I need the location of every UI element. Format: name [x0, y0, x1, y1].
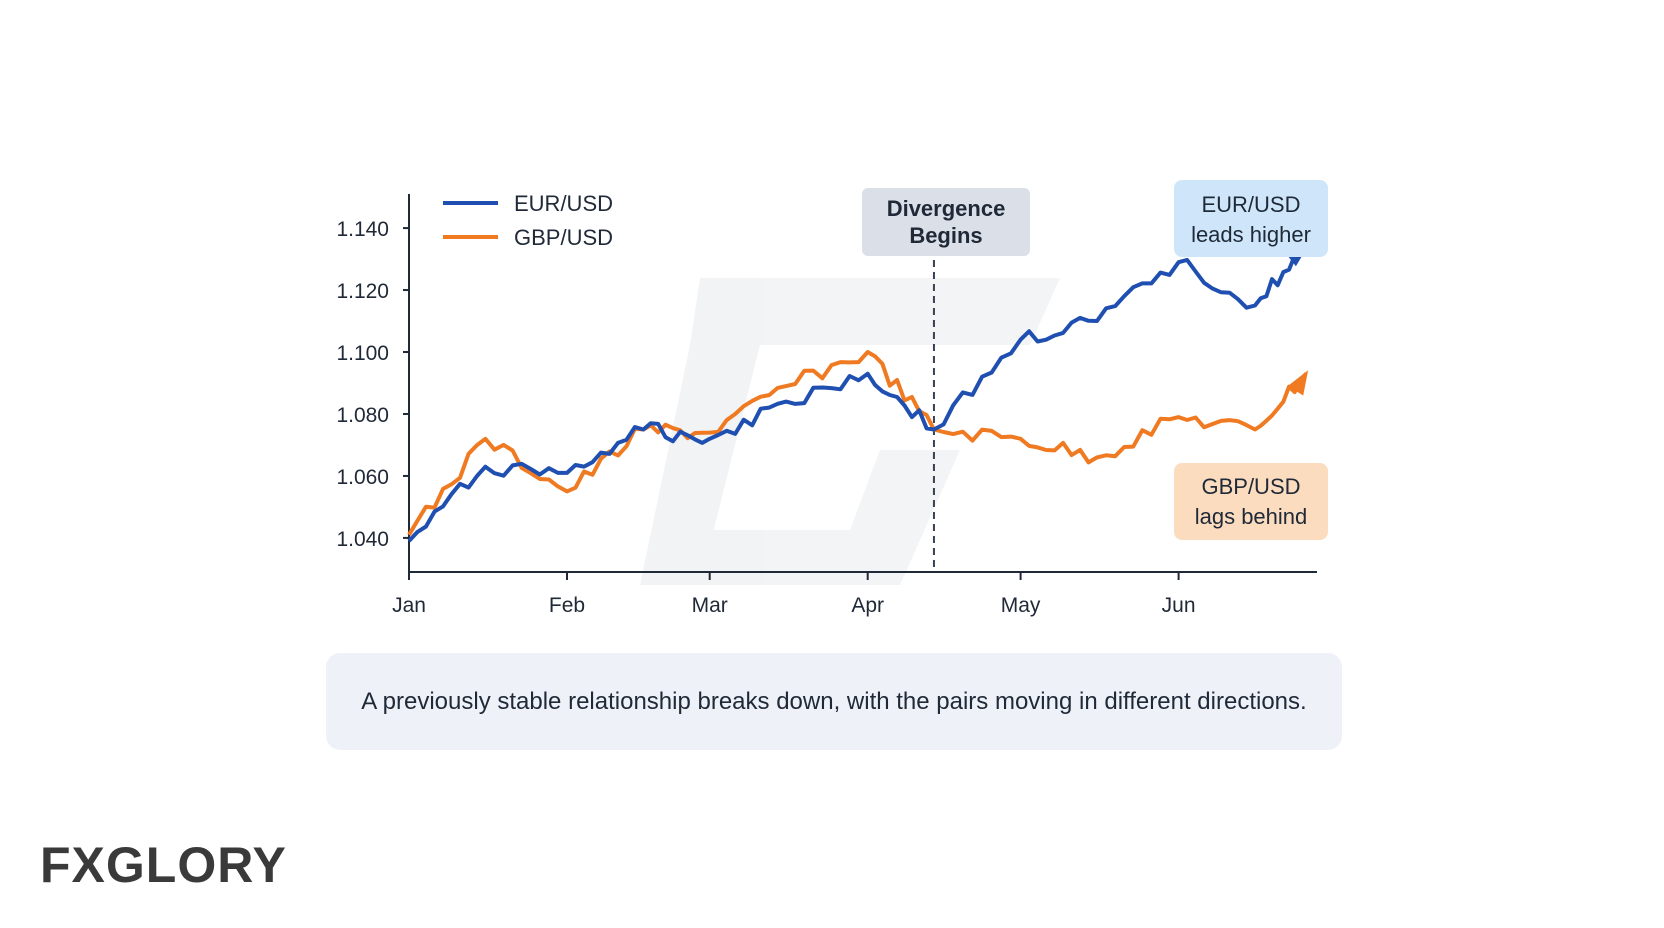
eur-usd-note-line-1: EUR/USD [1201, 192, 1300, 217]
divergence-label-line-2: Begins [909, 223, 982, 248]
brand-suffix: GLORY [105, 837, 287, 893]
y-tick-label: 1.140 [336, 218, 389, 241]
gbp-usd-note: GBP/USD lags behind [1174, 463, 1328, 540]
brand-logo: FXGLORY [40, 836, 287, 894]
arrow-head-gbp-usd-icon [1287, 370, 1309, 396]
gbp-usd-note-line-1: GBP/USD [1201, 474, 1300, 499]
y-tick-label: 1.080 [336, 404, 389, 427]
divergence-annotation: Divergence Begins [862, 188, 1030, 256]
x-tick-label: Apr [851, 594, 884, 617]
caption-text: A previously stable relationship breaks … [361, 687, 1307, 715]
divergence-label-line-1: Divergence [887, 196, 1006, 221]
x-tick-label: Mar [692, 594, 728, 617]
y-axis-ticks: 1.040 1.060 1.080 1.100 1.120 1.140 [336, 218, 409, 551]
eur-usd-note: EUR/USD leads higher [1174, 180, 1328, 257]
gbp-usd-note-line-2: lags behind [1195, 504, 1308, 529]
legend-label-eur-usd: EUR/USD [514, 191, 613, 216]
x-tick-label: May [1001, 594, 1041, 617]
eur-usd-note-line-2: leads higher [1191, 222, 1311, 247]
x-axis-ticks: Jan Feb Mar Apr May Jun [392, 572, 1196, 617]
y-tick-label: 1.040 [336, 528, 389, 551]
legend: EUR/USD GBP/USD [443, 191, 613, 250]
caption-box: A previously stable relationship breaks … [326, 653, 1342, 750]
y-tick-label: 1.120 [336, 280, 389, 303]
watermark-logo-icon [640, 278, 1060, 585]
y-tick-label: 1.060 [336, 466, 389, 489]
y-tick-label: 1.100 [336, 342, 389, 365]
series-line-gbp-usd [407, 350, 1308, 536]
x-tick-label: Jun [1162, 594, 1196, 617]
brand-prefix: FX [40, 837, 106, 893]
series-line-eur-usd [407, 244, 1307, 543]
legend-label-gbp-usd: GBP/USD [514, 225, 613, 250]
x-tick-label: Jan [392, 594, 426, 617]
x-tick-label: Feb [549, 594, 585, 617]
